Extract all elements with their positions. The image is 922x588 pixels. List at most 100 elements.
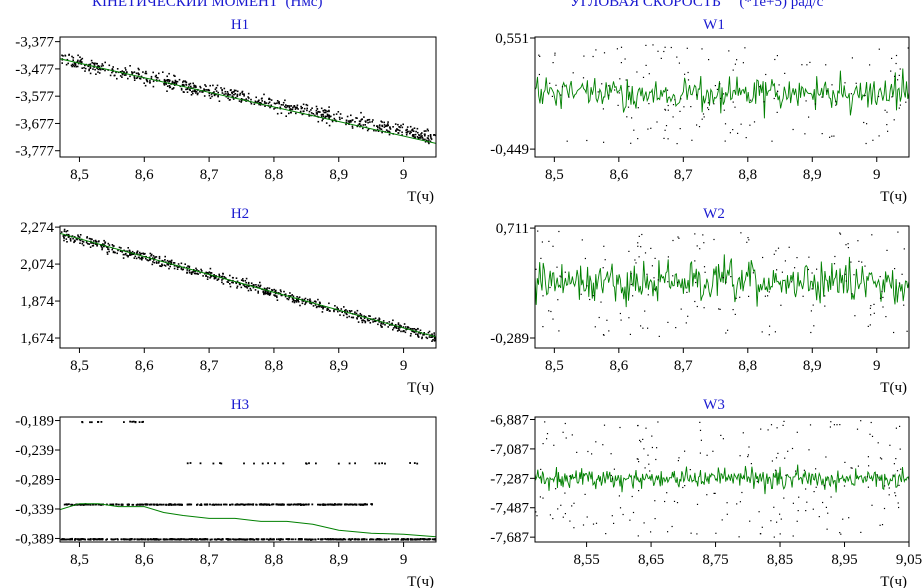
w3-point — [639, 439, 641, 441]
h1-point — [341, 117, 343, 119]
h1-point — [62, 55, 64, 57]
h1-point — [92, 68, 94, 70]
h3-xtick-label: 8,6 — [135, 552, 154, 568]
h1-point — [96, 63, 98, 65]
w2-point — [851, 293, 853, 295]
w1-point — [667, 138, 669, 140]
w1-point — [690, 106, 692, 108]
h3-point — [153, 503, 155, 506]
w3-point — [643, 448, 645, 450]
w3-point — [860, 531, 862, 533]
h1-point — [81, 67, 83, 69]
h2-point — [392, 327, 395, 329]
h2-point — [164, 265, 167, 267]
h2-point — [416, 327, 419, 330]
w3-point — [655, 458, 657, 461]
h2-point — [103, 244, 106, 246]
h1-point — [224, 90, 227, 93]
h3-point — [418, 538, 421, 541]
w1-point — [808, 116, 810, 118]
h1-point — [258, 103, 260, 106]
w2-point — [557, 299, 559, 301]
w3-point — [560, 504, 562, 506]
h3-point — [80, 538, 82, 541]
w3-frame — [534, 416, 910, 543]
h1-point — [292, 106, 294, 109]
w1-point — [749, 124, 751, 126]
h3-point — [240, 538, 243, 541]
h2-point — [69, 240, 72, 242]
h3-point — [193, 538, 196, 541]
h3-point — [250, 503, 253, 506]
h2-point — [96, 245, 98, 247]
h3-point — [216, 503, 218, 506]
h2-point — [310, 303, 313, 305]
w1-point — [664, 129, 666, 131]
h1-point — [356, 117, 358, 119]
h1-point — [137, 74, 140, 76]
w1-point — [701, 48, 703, 50]
h1-point — [190, 94, 193, 96]
h2-point — [378, 321, 380, 323]
h3-point — [423, 538, 426, 540]
h3-point — [314, 538, 316, 541]
h3-point — [217, 538, 220, 541]
h2-point — [173, 262, 176, 264]
h1-point — [115, 71, 117, 74]
w2-point — [638, 256, 640, 258]
h3-point — [401, 538, 403, 540]
w3-point — [893, 463, 895, 465]
h3-point — [360, 538, 363, 541]
h2-point — [218, 273, 220, 276]
w1-point — [891, 96, 893, 98]
h1-point — [433, 134, 436, 136]
h3-point — [261, 538, 263, 541]
h1-point — [208, 94, 211, 97]
h3-point — [116, 538, 119, 540]
h2-point — [63, 234, 65, 236]
h3-point — [405, 538, 407, 541]
w3-point — [736, 503, 738, 505]
h3-point — [343, 503, 346, 506]
h1-point — [430, 137, 432, 139]
w2-point — [811, 272, 813, 274]
h1-point — [199, 86, 202, 89]
w3-point — [888, 487, 890, 489]
h1-point — [90, 59, 93, 62]
h1-point — [172, 87, 175, 89]
h1-point — [74, 63, 76, 65]
w3-point — [825, 506, 827, 508]
h3-point — [416, 538, 418, 541]
w2-point — [654, 288, 656, 290]
w1-point — [863, 121, 865, 124]
h2-point — [286, 297, 288, 300]
h3-point — [299, 503, 302, 505]
w1-point — [829, 136, 831, 138]
h2-point — [257, 292, 259, 294]
w1-point — [674, 99, 676, 101]
h2-point — [433, 340, 436, 342]
h1-point — [320, 114, 323, 116]
h1-point — [195, 86, 197, 89]
h2-point — [128, 249, 131, 252]
h2-point — [309, 298, 311, 300]
w1-point — [561, 86, 564, 88]
h3-point — [267, 462, 269, 465]
w1-xlabel: Т(ч) — [880, 189, 907, 205]
h1-point — [409, 125, 412, 128]
h3-ytick-label: -0,239 — [15, 443, 54, 459]
h2-point — [400, 325, 402, 327]
h1-point — [221, 88, 223, 91]
h2-point — [130, 253, 133, 256]
w3-point — [689, 469, 691, 471]
w1-point — [647, 128, 649, 130]
w1-point — [631, 117, 633, 119]
w1-point — [650, 127, 652, 129]
h1-point — [217, 94, 219, 97]
w3-point — [889, 444, 891, 446]
w2-point — [552, 245, 554, 247]
h1-point — [114, 74, 116, 77]
w3-point — [803, 469, 805, 471]
h2-point — [316, 305, 318, 308]
h2-point — [339, 310, 341, 312]
